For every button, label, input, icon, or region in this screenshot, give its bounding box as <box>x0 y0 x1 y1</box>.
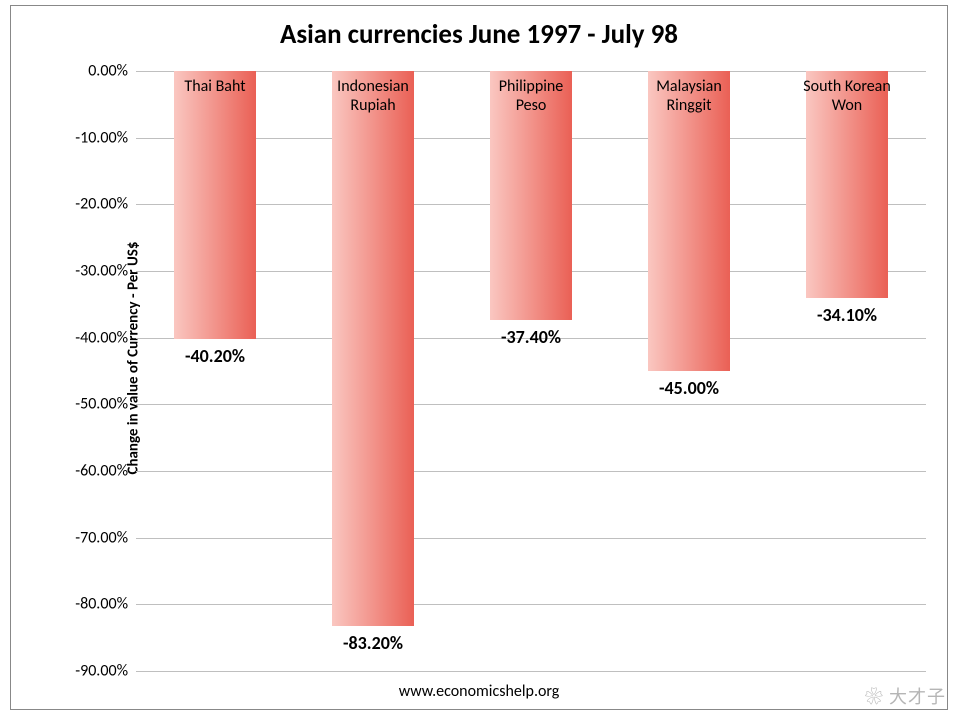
y-tick-label: -10.00% <box>75 128 128 147</box>
chart-container: Asian currencies June 1997 - July 98 Cha… <box>10 5 948 710</box>
gridline <box>136 604 926 605</box>
bar <box>332 71 414 626</box>
gridline <box>136 538 926 539</box>
bar-value-label: -40.20% <box>136 345 294 367</box>
bar-value-label: -83.20% <box>294 632 452 654</box>
bar-value-label: -34.10% <box>768 304 926 326</box>
y-tick-label: -60.00% <box>75 462 128 481</box>
category-label: IndonesianRupiah <box>294 77 452 115</box>
category-label: South KoreanWon <box>768 77 926 115</box>
bar-value-label: -37.40% <box>452 326 610 348</box>
gridline <box>136 471 926 472</box>
y-tick-label: -40.00% <box>75 328 128 347</box>
watermark: ❀ 大才子 <box>865 683 946 709</box>
bar <box>648 71 730 371</box>
gridline <box>136 404 926 405</box>
y-tick-label: -90.00% <box>75 662 128 681</box>
y-tick-label: -50.00% <box>75 395 128 414</box>
category-label: PhilippinePeso <box>452 77 610 115</box>
category-label: Thai Baht <box>136 77 294 96</box>
y-tick-label: -20.00% <box>75 195 128 214</box>
y-tick-label: -70.00% <box>75 528 128 547</box>
category-label: MalaysianRinggit <box>610 77 768 115</box>
y-tick-label: 0.00% <box>88 62 128 81</box>
chart-footer: www.economicshelp.org <box>11 682 947 701</box>
bar-value-label: -45.00% <box>610 377 768 399</box>
y-tick-label: -30.00% <box>75 262 128 281</box>
y-tick-label: -80.00% <box>75 595 128 614</box>
plot-area: 0.00%-10.00%-20.00%-30.00%-40.00%-50.00%… <box>136 71 926 671</box>
chart-title: Asian currencies June 1997 - July 98 <box>11 18 947 51</box>
bar <box>174 71 256 339</box>
gridline <box>136 671 926 672</box>
